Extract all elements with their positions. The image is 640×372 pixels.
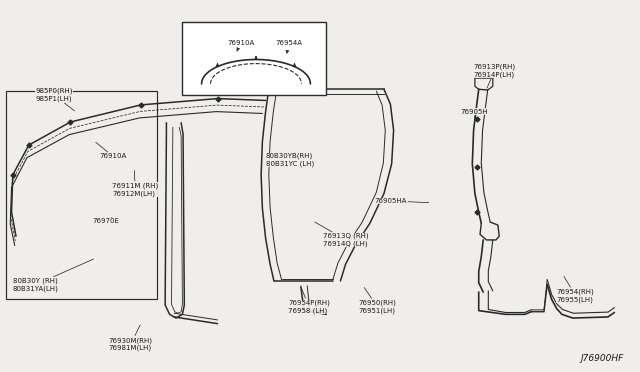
Text: 76913P(RH)
76914P(LH): 76913P(RH) 76914P(LH) bbox=[474, 64, 516, 88]
Text: 80B30YB(RH)
80B31YC (LH): 80B30YB(RH) 80B31YC (LH) bbox=[266, 153, 314, 167]
Text: 76954A: 76954A bbox=[275, 40, 302, 53]
Text: 76950(RH)
76951(LH): 76950(RH) 76951(LH) bbox=[358, 288, 396, 314]
Text: 76905HA: 76905HA bbox=[374, 198, 429, 204]
Text: 76913Q (RH)
76914Q (LH): 76913Q (RH) 76914Q (LH) bbox=[315, 222, 369, 247]
FancyBboxPatch shape bbox=[182, 22, 326, 95]
Text: 76910A: 76910A bbox=[96, 142, 127, 159]
Text: 76911M (RH)
76912M(LH): 76911M (RH) 76912M(LH) bbox=[112, 171, 158, 197]
Text: 80B30Y (RH)
80B31YA(LH): 80B30Y (RH) 80B31YA(LH) bbox=[13, 259, 93, 292]
Text: 76954(RH)
76955(LH): 76954(RH) 76955(LH) bbox=[557, 276, 595, 303]
Text: 76905H: 76905H bbox=[461, 109, 488, 118]
Text: 76910A: 76910A bbox=[227, 40, 255, 51]
Text: 76954P(RH)
76958 (LH): 76954P(RH) 76958 (LH) bbox=[288, 288, 330, 314]
Text: 985P0(RH)
985P1(LH): 985P0(RH) 985P1(LH) bbox=[35, 88, 74, 111]
Text: 76930M(RH)
76981M(LH): 76930M(RH) 76981M(LH) bbox=[109, 325, 153, 351]
Text: J76900HF: J76900HF bbox=[580, 354, 624, 363]
Text: 76970E: 76970E bbox=[93, 218, 120, 224]
